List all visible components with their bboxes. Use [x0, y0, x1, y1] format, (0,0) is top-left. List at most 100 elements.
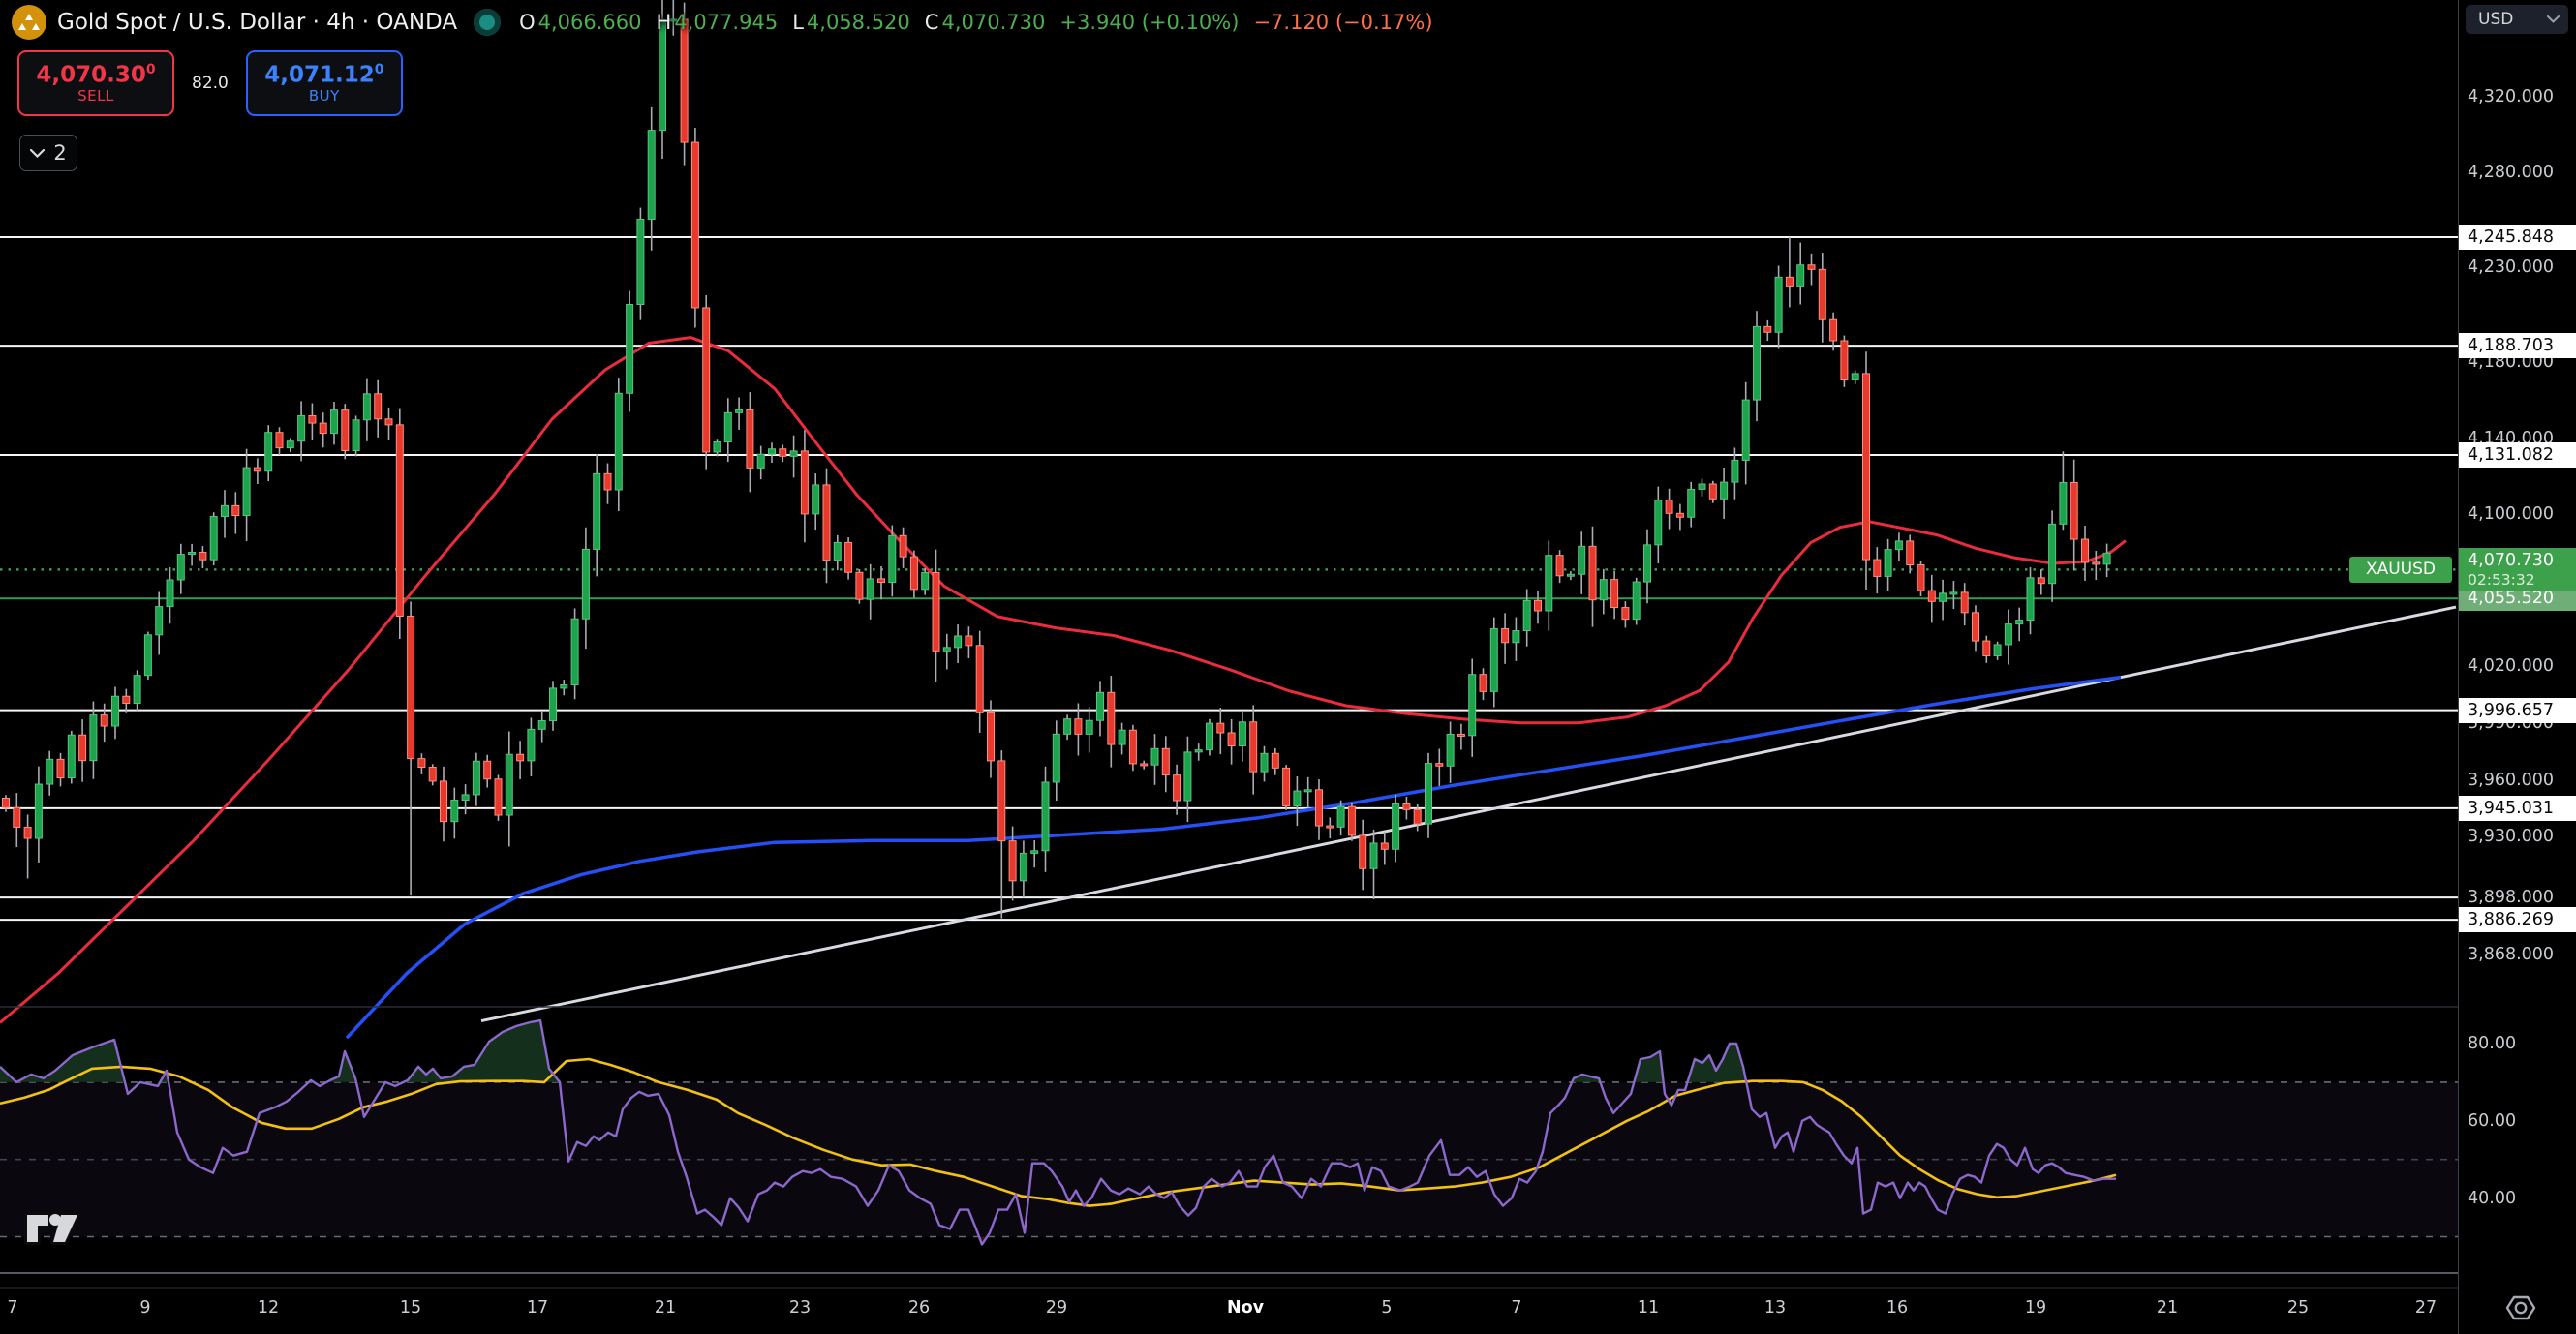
bar-countdown: 02:53:32: [2468, 571, 2535, 590]
buy-price-sup: 0: [374, 61, 384, 77]
candle-body: [965, 635, 973, 647]
symbol-title[interactable]: Gold Spot / U.S. Dollar · 4h · OANDA: [57, 10, 458, 35]
candle-body: [56, 758, 65, 779]
candle-body: [932, 571, 940, 652]
candle-body: [2092, 561, 2101, 565]
candle-body: [297, 414, 306, 442]
price-scale[interactable]: USD 4,070.730 02:53:32 4,055.520 4,320.0…: [2458, 0, 2576, 1334]
chart-legend: Gold Spot / U.S. Dollar · 4h · OANDA O 4,…: [12, 5, 1433, 40]
candle-body: [866, 578, 874, 600]
gear-icon: [2505, 1295, 2536, 1320]
candle-body: [1522, 599, 1531, 632]
candle-body: [1818, 268, 1826, 320]
candle-body: [1731, 459, 1739, 483]
candle-body: [1720, 481, 1729, 500]
candle-body: [1128, 729, 1137, 765]
candle-body: [1708, 483, 1717, 500]
scale-settings-button[interactable]: [2502, 1289, 2539, 1326]
candle-body: [549, 687, 557, 722]
candle-body: [1599, 579, 1608, 601]
time-tick: 7: [1511, 1298, 1522, 1318]
candle-body: [1052, 733, 1060, 783]
candle-body: [779, 448, 787, 457]
buy-button[interactable]: 4,071.120 BUY: [245, 50, 403, 116]
candle-body: [1763, 325, 1772, 333]
candle-body: [1545, 555, 1553, 612]
candle-body: [428, 767, 437, 782]
legend-collapse-button[interactable]: 2: [19, 135, 77, 171]
candle-body: [1030, 850, 1039, 854]
candle-body: [67, 734, 76, 779]
candle-body: [1249, 721, 1258, 773]
trade-widget: 4,070.300 SELL 82.0 4,071.120 BUY: [17, 50, 403, 116]
candle-body: [319, 422, 327, 435]
candle-body: [702, 307, 711, 453]
candle-body: [2048, 523, 2057, 585]
candle-body: [1425, 763, 1432, 825]
candle-body: [1785, 276, 1794, 287]
tradingview-logo-icon: [24, 1211, 80, 1245]
candle-body: [1380, 842, 1389, 850]
rsi-overbought-fill: [16, 1040, 125, 1082]
time-tick: 5: [1381, 1298, 1393, 1318]
candle-body: [2059, 481, 2068, 525]
candle-body: [833, 541, 842, 561]
candle-body: [2026, 577, 2035, 622]
candle-body: [1632, 581, 1641, 621]
candle-body: [987, 712, 995, 762]
chevron-down-icon: [2547, 15, 2560, 23]
candle-body: [450, 800, 459, 823]
candle-body: [1873, 559, 1882, 577]
price-tick: 3,960.000: [2468, 770, 2555, 790]
candle-body: [1446, 733, 1455, 767]
level-price-label: 3,886.269: [2459, 907, 2576, 933]
candle-body: [2070, 481, 2078, 540]
candle-body: [954, 635, 963, 649]
candle-body: [1479, 674, 1487, 692]
candle-body: [537, 720, 546, 730]
time-tick: 26: [907, 1298, 931, 1318]
open-label: O: [519, 11, 536, 34]
candle-body: [1512, 630, 1520, 644]
candle-body: [659, 19, 666, 132]
time-tick: 13: [1763, 1298, 1787, 1318]
ma-slow-line: [345, 675, 2122, 1040]
candle-body: [461, 794, 470, 802]
tradingview-logo[interactable]: [21, 1207, 83, 1254]
change-value: +3.940 (+0.10%): [1059, 11, 1240, 34]
change-extended-value: −7.120 (−0.17%): [1253, 11, 1433, 34]
market-status-icon[interactable]: [474, 9, 502, 36]
candle-body: [1807, 264, 1816, 270]
candle-body: [2037, 577, 2045, 585]
candle-body: [768, 448, 776, 455]
candle-body: [1336, 805, 1345, 828]
candle-body: [1194, 749, 1203, 753]
candle-body: [1610, 579, 1619, 609]
price-tick: 3,930.000: [2468, 827, 2555, 847]
candle-body: [2102, 552, 2111, 565]
candle-body: [1862, 373, 1870, 561]
candle-body: [362, 393, 371, 421]
candle-body: [2015, 620, 2024, 625]
sell-button[interactable]: 4,070.300 SELL: [17, 50, 174, 116]
candle-body: [527, 728, 536, 762]
candle-body: [1578, 545, 1586, 575]
candle-body: [1675, 512, 1684, 518]
candle-body: [1972, 612, 1979, 642]
candle-body: [1238, 721, 1246, 747]
candle-body: [395, 424, 404, 617]
time-scale[interactable]: 7 9 12 15 17 21 23 26 29 Nov 5 7 11 13 16 19 21 25 27: [0, 1288, 2458, 1334]
candle-body: [1555, 555, 1564, 577]
candle-body: [1107, 691, 1116, 745]
candle-body: [1303, 789, 1312, 793]
price-line-symbol-tag: XAUUSD: [2349, 556, 2452, 583]
currency-button[interactable]: USD: [2466, 5, 2568, 34]
candle-body: [669, 18, 678, 22]
candle-body: [1774, 276, 1783, 333]
current-price-label: 4,070.730 02:53:32: [2459, 548, 2576, 592]
currency-label: USD: [2478, 10, 2514, 29]
candle-body: [111, 695, 119, 727]
candle-body: [1413, 808, 1422, 825]
candle-body: [1468, 674, 1477, 737]
